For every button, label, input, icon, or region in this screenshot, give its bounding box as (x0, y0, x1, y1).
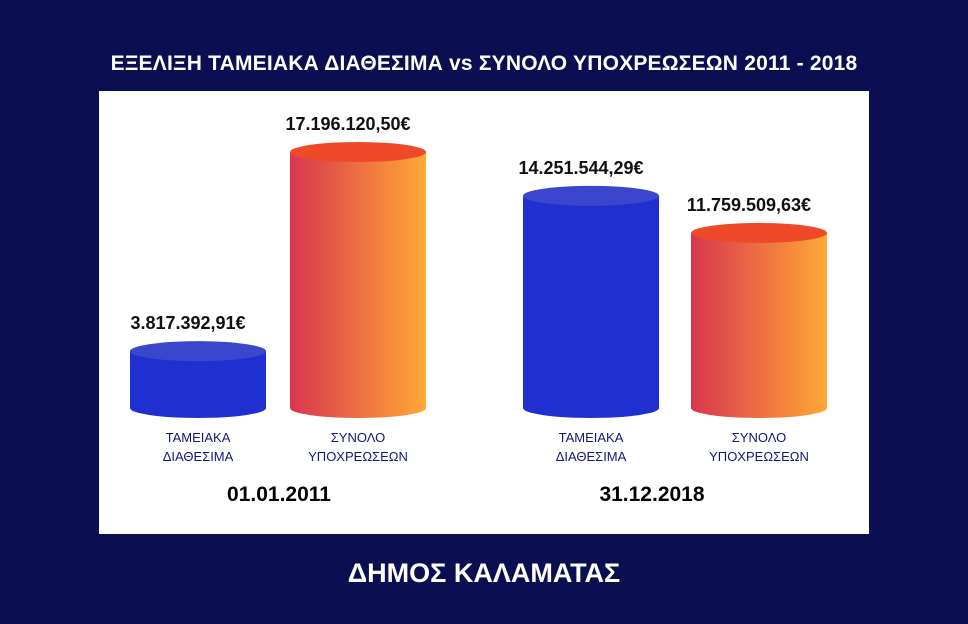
bar-top-cash-1 (523, 185, 659, 206)
category-label-liabilities-1-0: ΣΥΝΟΛΟ (732, 430, 787, 445)
value-label-liabilities-1: 11.759.509,63€ (687, 195, 811, 215)
value-label-liabilities-0: 17.196.120,50€ (285, 114, 410, 134)
chart-svg: 3.817.392,91€ ΤΑΜΕΙΑΚΑ ΔΙΑΘΕΣΙΜΑ 17.196.120… (130, 114, 827, 506)
category-label-liabilities-1-1: ΥΠΟΧΡΕΩΣΕΩΝ (709, 449, 809, 464)
bar-top-cash-0 (130, 341, 266, 362)
bar-liabilities-0 (290, 152, 426, 418)
group-date-label-0: 01.01.2011 (227, 483, 331, 506)
bar-cash-0 (130, 351, 266, 418)
footer-municipality: ΔΗΜΟΣ ΚΑΛΑΜΑΤΑΣ (347, 558, 621, 588)
category-label-cash-0-0: ΤΑΜΕΙΑΚΑ (166, 430, 231, 445)
bar-top-liabilities-0 (290, 142, 426, 162)
chart-title: ΕΞΕΛΙΞΗ ΤΑΜΕΙΑΚΑ ΔΙΑΘΕΣΙΜΑ vs ΣΥΝΟΛΟ ΥΠΟ… (110, 52, 858, 75)
value-label-cash-0: 3.817.392,91€ (130, 313, 245, 333)
chart-marks: 3.817.392,91€ ΤΑΜΕΙΑΚΑ ΔΙΑΘΕΣΙΜΑ 17.196.120… (130, 114, 827, 506)
category-label-liabilities-0-0: ΣΥΝΟΛΟ (331, 430, 386, 445)
category-label-cash-1-0: ΤΑΜΕΙΑΚΑ (559, 430, 624, 445)
chart-panel: 3.817.392,91€ ΤΑΜΕΙΑΚΑ ΔΙΑΘΕΣΙΜΑ 17.196.120… (99, 91, 869, 534)
bar-cash-1 (523, 195, 659, 418)
bar-top-liabilities-1 (691, 222, 827, 243)
category-label-cash-0-1: ΔΙΑΘΕΣΙΜΑ (163, 449, 234, 464)
category-label-liabilities-0-1: ΥΠΟΧΡΕΩΣΕΩΝ (308, 449, 408, 464)
value-label-cash-1: 14.251.544,29€ (518, 158, 643, 178)
bar-liabilities-1 (691, 232, 827, 418)
group-date-label-1: 31.12.2018 (599, 483, 704, 506)
category-label-cash-1-1: ΔΙΑΘΕΣΙΜΑ (556, 449, 627, 464)
